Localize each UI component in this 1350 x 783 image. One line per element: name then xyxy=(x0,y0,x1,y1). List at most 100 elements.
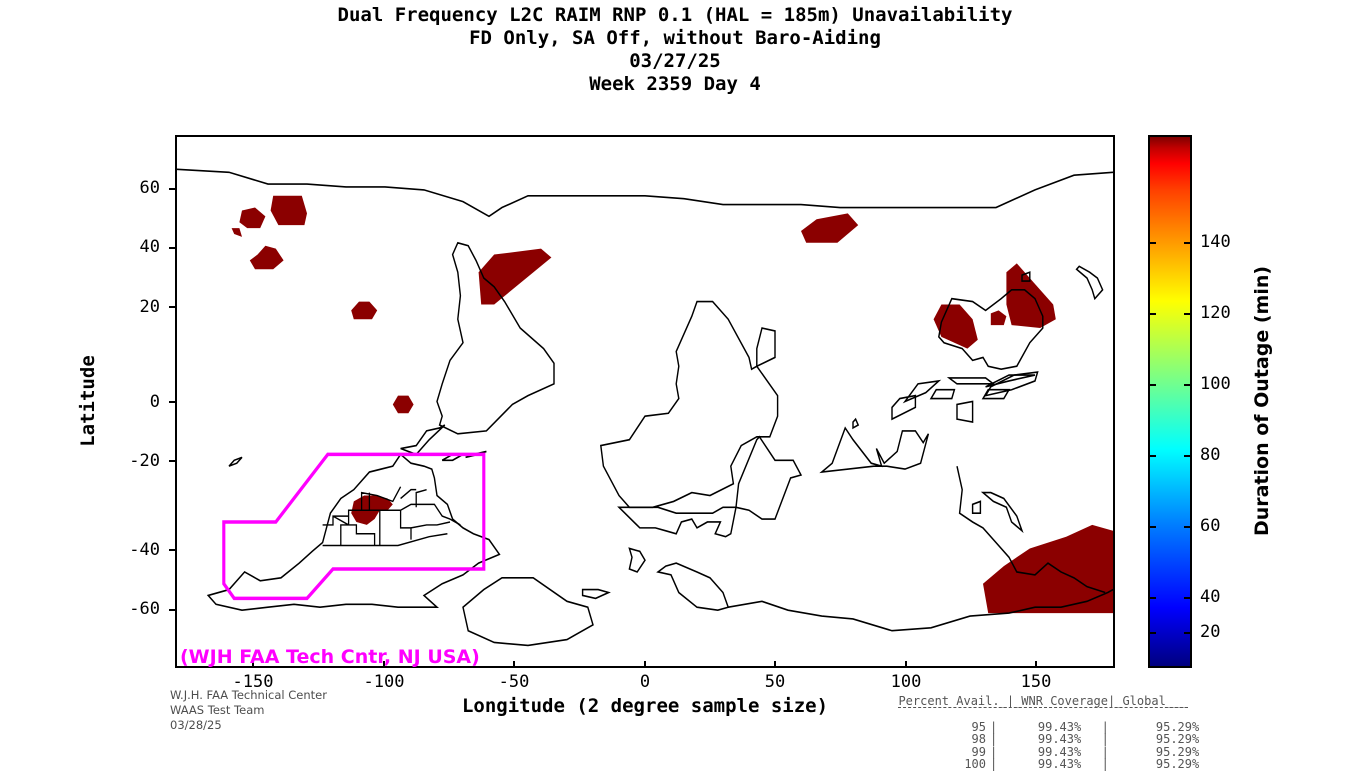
colorbar-tickmark-20 xyxy=(1148,632,1156,634)
coverage-stats-table: Percent Avail._|_WNR Coverage|_Global___… xyxy=(884,682,1201,783)
outage-region-southern-indian-ocean xyxy=(801,213,859,243)
colorbar-label-60: 60 xyxy=(1200,516,1221,536)
credit-line-team: WAAS Test Team xyxy=(170,703,265,717)
outage-region-southeast-pacific-small xyxy=(231,228,242,237)
stats-header-wnr-coverage: WNR Coverage xyxy=(1021,693,1108,708)
stats-sep: | xyxy=(990,757,998,771)
stats-header-percent-avail: Percent Avail. xyxy=(898,693,1000,708)
colorbar-group xyxy=(1148,135,1192,668)
y-tickmark-m40 xyxy=(169,549,176,551)
x-axis-title: Longitude (2 degree sample size) xyxy=(461,695,829,717)
y-tick-label-m60: -60 xyxy=(129,599,160,620)
colorbar-tickmark-100 xyxy=(1148,384,1156,386)
coastline-africa xyxy=(599,300,779,509)
title-line-2: FD Only, SA Off, without Baro-Aiding xyxy=(469,27,881,49)
outage-region-southern-ocean-west xyxy=(239,207,266,229)
coastline-south-america xyxy=(436,241,555,435)
outage-region-east-pacific xyxy=(392,395,414,414)
outage-regions-layer xyxy=(231,195,1113,614)
coastline-madagascar xyxy=(756,327,776,368)
coastline-tasmania xyxy=(1021,271,1031,282)
colorbar-gradient xyxy=(1148,135,1192,668)
coastline-sri-lanka xyxy=(852,417,860,430)
x-tickmark-100 xyxy=(905,661,907,668)
stats-cell-wnr-1: 99.43% xyxy=(1037,732,1082,746)
stats-cell-percent-0: 95 xyxy=(971,719,986,734)
coastline-britain xyxy=(628,547,646,573)
colorbar-tickmark-140 xyxy=(1148,242,1156,244)
x-tick-label-m100: -100 xyxy=(363,672,405,692)
colorbar-label-140: 140 xyxy=(1200,232,1231,252)
stats-sep: | xyxy=(990,732,998,746)
waas-service-volume-polygon xyxy=(222,452,486,601)
y-tick-label-20: 20 xyxy=(139,296,160,317)
stats-body: 95 | 99.43% | 95.29% 98 | 99.43% | 95.29… xyxy=(884,719,1201,771)
coastline-new-zealand xyxy=(1075,265,1104,301)
y-tickmark-m20 xyxy=(169,460,176,462)
us-state-lines xyxy=(322,486,461,546)
colorbar-tickmark-120-right xyxy=(1184,313,1192,315)
stats-cell-global-3: 95.29% xyxy=(1155,757,1200,771)
coastline-layer xyxy=(177,168,1113,647)
x-tick-label-m150: -150 xyxy=(232,672,274,692)
credit-line-organization: W.J.H. FAA Technical Center xyxy=(170,688,327,702)
outage-region-central-australia xyxy=(990,310,1007,326)
chart-title-block: Dual Frequency L2C RAIM RNP 0.1 (HAL = 1… xyxy=(0,4,1350,96)
colorbar-tickmark-80-right xyxy=(1184,455,1192,457)
stats-sep: | xyxy=(1101,719,1109,734)
y-axis-title: Latitude xyxy=(77,355,99,447)
title-line-3-date: 03/27/25 xyxy=(629,50,721,72)
stats-sep: | xyxy=(1101,744,1109,759)
coastline-central-america xyxy=(400,424,446,456)
x-tick-label-50: 50 xyxy=(764,672,786,692)
colorbar-tickmark-60-right xyxy=(1184,526,1192,528)
x-tick-label-100: 100 xyxy=(890,672,922,692)
service-volume-polygon-layer xyxy=(222,452,486,601)
x-tickmark-150 xyxy=(1035,661,1037,668)
coastline-australia xyxy=(938,289,1044,370)
x-tick-label-0: 0 xyxy=(639,672,651,692)
x-tick-label-150: 150 xyxy=(1020,672,1052,692)
stats-cell-wnr-2: 99.43% xyxy=(1037,744,1082,759)
colorbar-label-120: 120 xyxy=(1200,303,1231,323)
stats-cell-wnr-0: 99.43% xyxy=(1037,719,1082,734)
y-tickmark-40 xyxy=(169,247,176,249)
colorbar-title: Duration of Outage (min) xyxy=(1251,265,1273,537)
x-tickmark-0 xyxy=(644,661,646,668)
y-tickmark-60 xyxy=(169,188,176,190)
stats-cell-percent-1: 98 xyxy=(971,732,986,746)
colorbar-tickmark-60 xyxy=(1148,526,1156,528)
colorbar-tickmark-120 xyxy=(1148,313,1156,315)
stats-sep: | xyxy=(990,744,998,759)
x-tickmark-m50 xyxy=(513,661,515,668)
coastline-asia xyxy=(735,435,803,520)
coastline-japan xyxy=(980,491,1024,534)
table-row: 100 | 99.43% | 95.29% xyxy=(884,758,1201,771)
conus-state-borders-layer xyxy=(322,486,461,547)
outage-region-south-atlantic xyxy=(478,248,552,305)
y-tick-label-0: 0 xyxy=(149,391,160,412)
outage-region-south-pacific-chile xyxy=(351,301,378,320)
stats-cell-global-0: 95.29% xyxy=(1155,719,1200,734)
coastline-antarctica xyxy=(177,168,1113,218)
y-tick-label-40: 40 xyxy=(139,237,160,258)
y-tickmark-m60 xyxy=(169,609,176,611)
coastline-russia-north xyxy=(728,588,1113,632)
colorbar-tickmark-40 xyxy=(1148,597,1156,599)
title-line-1: Dual Frequency L2C RAIM RNP 0.1 (HAL = 1… xyxy=(337,4,1013,26)
colorbar-tickmark-40-right xyxy=(1184,597,1192,599)
colorbar-label-40: 40 xyxy=(1200,587,1221,607)
colorbar-tickmark-20-right xyxy=(1184,632,1192,634)
stats-cell-percent-2: 99 xyxy=(971,744,986,759)
stats-header-row: Percent Avail._|_WNR Coverage|_Global___ xyxy=(898,693,1188,708)
y-tick-label-60: 60 xyxy=(139,178,160,199)
footer-credit: W.J.H. FAA Technical Center WAAS Test Te… xyxy=(170,688,327,733)
stats-header-global: Global xyxy=(1122,693,1166,708)
colorbar-label-80: 80 xyxy=(1200,445,1221,465)
stats-cell-percent-3: 100 xyxy=(964,757,986,771)
x-tickmark-50 xyxy=(774,661,776,668)
outage-region-northeast-russia xyxy=(983,524,1113,614)
stats-sep: | xyxy=(1101,732,1109,746)
table-row: 95 | 99.43% | 95.29% xyxy=(884,719,1201,734)
colorbar-label-20: 20 xyxy=(1200,622,1221,642)
